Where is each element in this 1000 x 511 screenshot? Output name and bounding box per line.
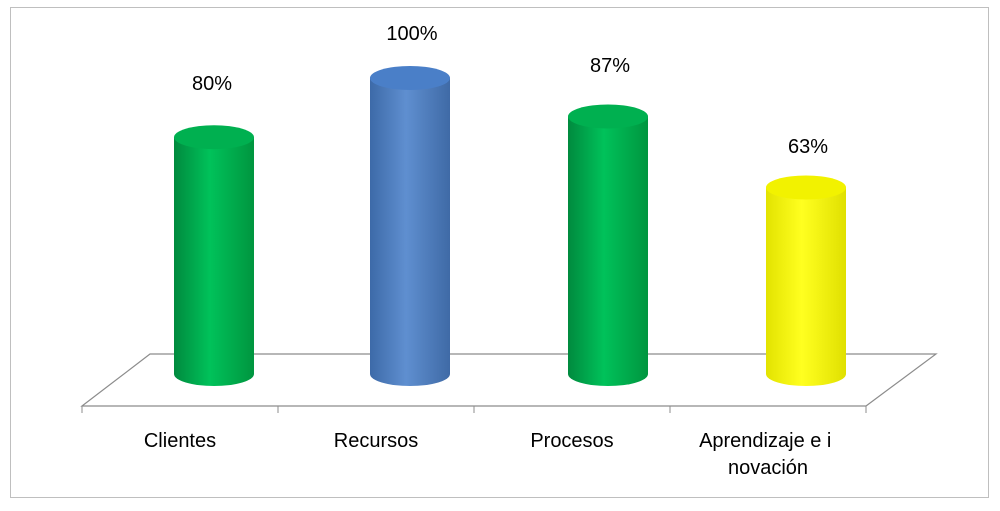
bar-aprendizaje: [766, 175, 846, 386]
data-label-aprendizaje: 63%: [788, 136, 828, 158]
x-tick-label-procesos: Procesos: [530, 430, 613, 452]
bar-top: [568, 104, 648, 129]
x-tick-label-line: novación: [728, 457, 808, 479]
data-label-clientes: 80%: [192, 73, 232, 95]
x-axis-ticks: [81, 406, 867, 413]
bar-clientes: [174, 125, 254, 386]
bar-procesos: [568, 104, 648, 386]
x-tick-label-line: Aprendizaje e i: [699, 430, 831, 452]
bar-body: [370, 78, 450, 386]
bar-top: [766, 175, 846, 200]
chart-floor: [80, 353, 938, 407]
bar-top: [370, 66, 450, 90]
bar-recursos: [370, 66, 450, 386]
bar-body: [568, 116, 648, 386]
bar-body: [174, 137, 254, 386]
bar-body: [766, 187, 846, 386]
x-tick-label-clientes: Clientes: [144, 430, 216, 452]
bars-group: [174, 66, 846, 386]
x-tick-label-recursos: Recursos: [334, 430, 418, 452]
bar-top: [174, 125, 254, 150]
data-label-recursos: 100%: [386, 23, 437, 45]
x-tick-label-aprendizaje: Aprendizaje e i novación: [699, 430, 837, 479]
data-label-procesos: 87%: [590, 55, 630, 77]
